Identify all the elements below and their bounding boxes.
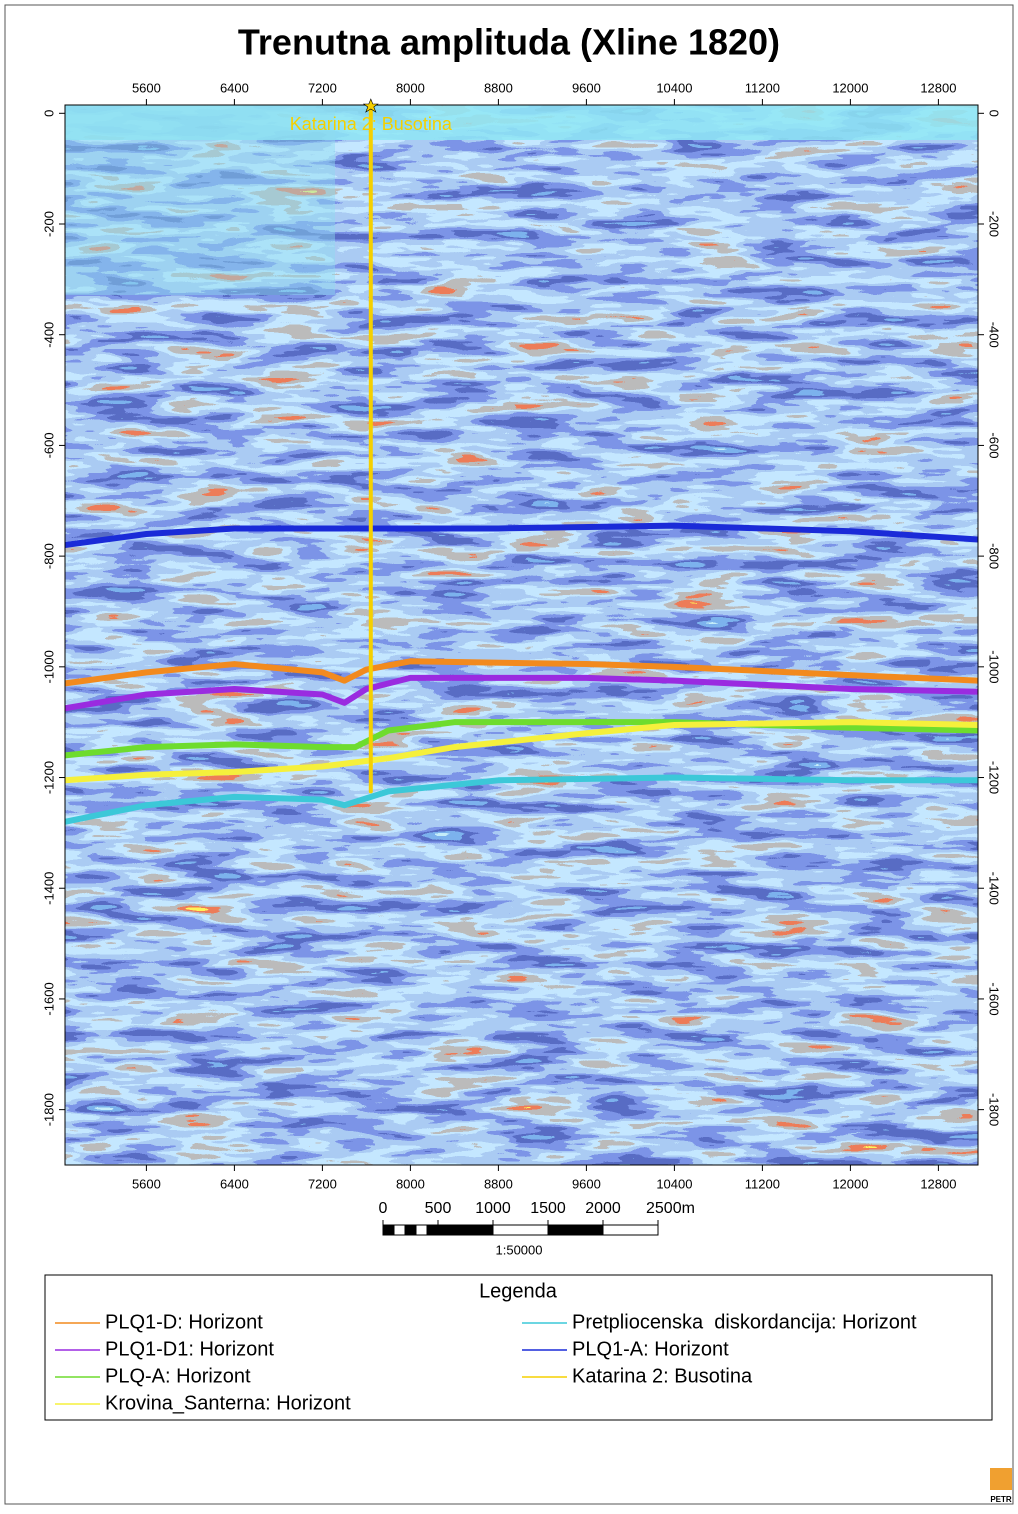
scale-segment xyxy=(602,1224,659,1236)
y-tick-label: -1800 xyxy=(41,1093,56,1126)
x-tick-label: 9600 xyxy=(572,1176,601,1191)
x-tick-label: 9600 xyxy=(572,80,601,95)
x-tick-label: 6400 xyxy=(220,1176,249,1191)
page-frame xyxy=(4,4,1014,1505)
scale-segment xyxy=(393,1224,406,1236)
y-tick-label: -200 xyxy=(987,211,1002,237)
legend-label: Krovina_Santerna: Horizont xyxy=(105,1392,351,1414)
scale-segment xyxy=(382,1224,395,1236)
y-tick-label: -800 xyxy=(987,543,1002,569)
scale-segment xyxy=(547,1224,604,1236)
scale-segment xyxy=(426,1224,439,1236)
horizon-line xyxy=(65,658,978,687)
x-tick-label: 12000 xyxy=(832,80,868,95)
seismic-background xyxy=(65,105,978,1165)
legend-label: PLQ1-A: Horizont xyxy=(572,1338,729,1360)
legend-label: PLQ1-D: Horizont xyxy=(105,1311,263,1333)
x-tick-label: 6400 xyxy=(220,80,249,95)
horizon-line xyxy=(65,674,978,712)
y-tick-label: 0 xyxy=(41,110,56,117)
y-tick-label: -1000 xyxy=(987,650,1002,683)
x-tick-label: 11200 xyxy=(745,80,780,95)
x-tick-label: 7200 xyxy=(308,1176,337,1191)
legend-box xyxy=(44,1274,993,1421)
y-tick-label: -1800 xyxy=(987,1093,1002,1126)
scale-segment xyxy=(404,1224,417,1236)
scale-segment xyxy=(437,1224,494,1236)
legend-title: Legenda xyxy=(479,1280,558,1302)
scale-segment xyxy=(492,1224,549,1236)
seismic-light-zone xyxy=(65,105,335,295)
x-tick-label: 8000 xyxy=(396,1176,425,1191)
scale-label: 2500m xyxy=(646,1200,695,1217)
logo-text: PETR xyxy=(990,1495,1012,1504)
y-tick-label: -600 xyxy=(41,432,56,458)
legend-label: Katarina 2: Busotina xyxy=(572,1365,753,1387)
x-tick-label: 12800 xyxy=(920,80,956,95)
scale-segment xyxy=(415,1224,428,1236)
y-tick-label: -1600 xyxy=(41,982,56,1015)
y-tick-label: 0 xyxy=(987,110,1002,117)
legend-label: PLQ1-D1: Horizont xyxy=(105,1338,274,1360)
y-tick-label: -1400 xyxy=(41,872,56,905)
x-tick-label: 8800 xyxy=(484,1176,513,1191)
scale-ratio: 1:50000 xyxy=(496,1242,543,1257)
legend-label: Pretpliocenska diskordancija: Horizont xyxy=(572,1311,917,1333)
y-tick-label: -400 xyxy=(987,322,1002,348)
y-tick-label: -800 xyxy=(41,543,56,569)
x-tick-label: 12800 xyxy=(920,1176,956,1191)
well-label: Katarina 2: Busotina xyxy=(290,114,453,134)
scale-label: 0 xyxy=(379,1200,388,1217)
y-tick-label: -1600 xyxy=(987,982,1002,1015)
chart-title: Trenutna amplituda (Xline 1820) xyxy=(238,22,780,63)
x-tick-label: 10400 xyxy=(656,80,692,95)
x-tick-label: 5600 xyxy=(132,1176,161,1191)
x-tick-label: 12000 xyxy=(832,1176,868,1191)
scale-label: 1000 xyxy=(475,1200,511,1217)
y-tick-label: -1200 xyxy=(41,761,56,794)
horizon-line xyxy=(65,522,978,549)
y-tick-label: -200 xyxy=(41,211,56,237)
y-tick-label: -600 xyxy=(987,432,1002,458)
well-marker xyxy=(362,98,379,113)
horizon-line xyxy=(65,719,978,784)
seismic-image xyxy=(65,105,978,1165)
plot-frame xyxy=(64,104,979,1166)
scale-label: 500 xyxy=(425,1200,452,1217)
x-tick-label: 11200 xyxy=(745,1176,780,1191)
scale-label: 1500 xyxy=(530,1200,566,1217)
y-tick-label: -1000 xyxy=(41,650,56,683)
x-tick-label: 10400 xyxy=(656,1176,692,1191)
scale-label: 2000 xyxy=(585,1200,621,1217)
x-tick-label: 7200 xyxy=(308,80,337,95)
y-tick-label: -400 xyxy=(41,322,56,348)
legend-label: PLQ-A: Horizont xyxy=(105,1365,251,1387)
y-tick-label: -1400 xyxy=(987,872,1002,905)
logo-icon xyxy=(990,1468,1012,1490)
x-tick-label: 8800 xyxy=(484,80,513,95)
horizon-line xyxy=(65,774,978,825)
seismic-top-band xyxy=(65,105,978,140)
y-tick-label: -1200 xyxy=(987,761,1002,794)
x-tick-label: 8000 xyxy=(396,80,425,95)
x-tick-label: 5600 xyxy=(132,80,161,95)
